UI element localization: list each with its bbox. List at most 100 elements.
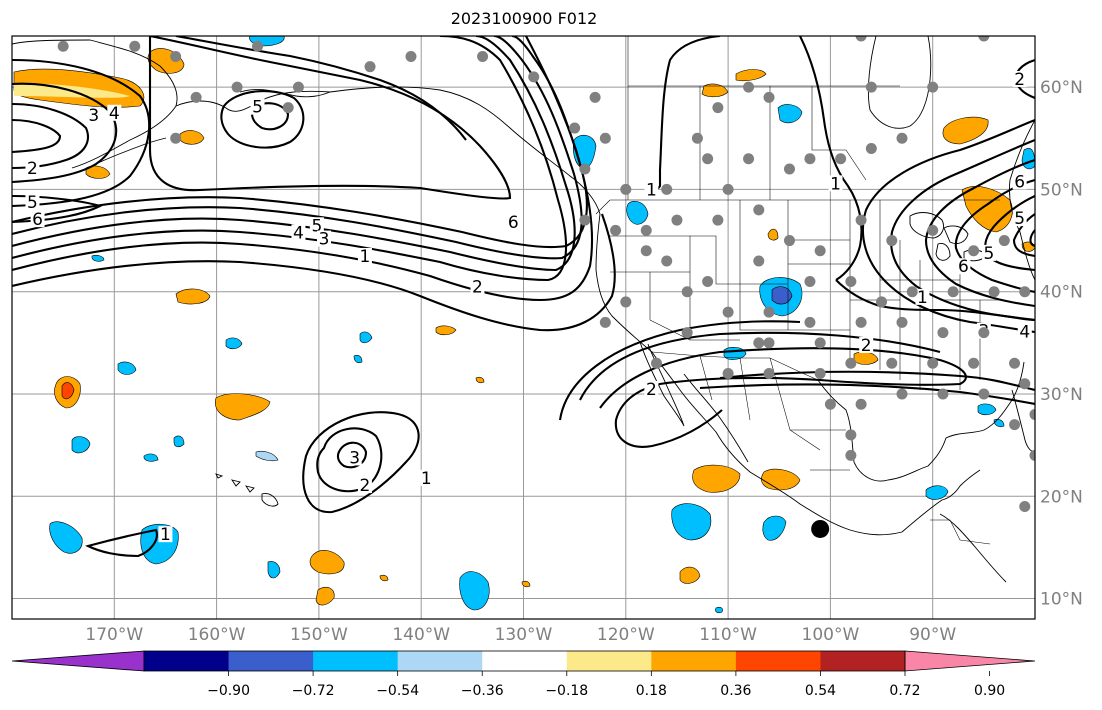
positive-anomaly-area bbox=[435, 325, 457, 336]
station-dot bbox=[763, 337, 775, 349]
contour-label-bg bbox=[25, 160, 40, 177]
contour-label: 5 bbox=[311, 216, 322, 236]
station-dot bbox=[57, 40, 69, 52]
lake-shore bbox=[909, 212, 945, 239]
station-dot bbox=[477, 50, 489, 62]
contour-label-bg bbox=[107, 104, 122, 121]
station-dot bbox=[712, 214, 724, 226]
station-dot bbox=[671, 214, 683, 226]
colorbar-tick-label: 0.90 bbox=[974, 683, 1005, 699]
state-border bbox=[739, 284, 800, 331]
state-border bbox=[690, 235, 788, 285]
lake-shore bbox=[943, 225, 969, 245]
longitude-tick-label: 170°W bbox=[85, 625, 143, 645]
negative-anomaly-area bbox=[977, 403, 997, 416]
colorbar: −0.90 −0.72 −0.54 −0.36 −0.18 0.18 0.36 0.54 0.7… bbox=[11, 650, 1036, 699]
negative-anomaly-area bbox=[91, 254, 105, 262]
station-dot bbox=[1019, 378, 1031, 390]
station-dot bbox=[1029, 449, 1035, 461]
contour-line bbox=[719, 370, 1035, 392]
contour-label-bg bbox=[30, 211, 45, 228]
longitude-tick-label: 130°W bbox=[495, 625, 553, 645]
contour-label: 5 bbox=[984, 244, 995, 264]
coastline bbox=[595, 213, 903, 536]
station-dot bbox=[886, 357, 898, 369]
station-dot bbox=[804, 275, 816, 287]
station-dot bbox=[528, 71, 540, 83]
plot-frame bbox=[11, 35, 1036, 620]
colorbar-tick-label: −0.72 bbox=[292, 683, 335, 699]
lake-shore bbox=[935, 243, 951, 261]
station-dot bbox=[927, 224, 939, 236]
station-dot bbox=[650, 357, 662, 369]
station-dot bbox=[783, 163, 795, 175]
station-dot bbox=[722, 368, 734, 380]
station-dot bbox=[569, 122, 581, 134]
negative-anomaly-area bbox=[71, 436, 91, 454]
colorbar-extend-high bbox=[904, 650, 1036, 672]
contour-label-bg bbox=[419, 469, 434, 486]
negative-anomaly-area bbox=[353, 354, 363, 364]
negative-anomaly-area bbox=[225, 337, 243, 350]
station-dot bbox=[855, 398, 867, 410]
state-border bbox=[649, 319, 691, 341]
negative-anomaly-area bbox=[117, 361, 137, 375]
contour-label: 2 bbox=[1014, 70, 1025, 90]
central-america-border bbox=[930, 519, 961, 541]
contour-line bbox=[699, 383, 1035, 406]
contour-label-bg bbox=[1017, 323, 1032, 340]
contour-label-bg bbox=[309, 217, 324, 234]
map-title: 2023100900 F012 bbox=[450, 9, 598, 28]
station-dot bbox=[927, 81, 939, 93]
contour-label: 6 bbox=[958, 257, 969, 277]
contour-label-bg bbox=[470, 278, 485, 295]
negative-anomaly-area bbox=[925, 485, 949, 500]
station-dots bbox=[57, 36, 1035, 512]
station-dot bbox=[753, 337, 765, 349]
station-dot bbox=[968, 357, 980, 369]
coastline bbox=[175, 86, 601, 215]
contour-line bbox=[85, 528, 158, 558]
island bbox=[244, 485, 255, 493]
contour-line bbox=[12, 194, 103, 224]
station-dot bbox=[579, 214, 591, 226]
station-dot bbox=[855, 36, 867, 42]
station-dot bbox=[691, 132, 703, 144]
station-dot bbox=[783, 235, 795, 247]
contour-line bbox=[12, 58, 151, 208]
negative-anomaly-area bbox=[777, 104, 803, 124]
negative-anomaly-area bbox=[715, 606, 723, 614]
station-dot bbox=[743, 153, 755, 165]
station-dot bbox=[190, 91, 202, 103]
station-dot bbox=[876, 296, 888, 308]
contour-label: 2 bbox=[27, 159, 38, 179]
station-dot bbox=[364, 61, 376, 73]
negative-anomaly-area bbox=[459, 571, 490, 611]
positive-anomaly-area bbox=[215, 393, 271, 421]
colorbar-tick-label: 0.36 bbox=[720, 683, 751, 699]
longitude-tick-label: 160°W bbox=[188, 625, 246, 645]
station-dot bbox=[814, 245, 826, 257]
positive-anomaly-area bbox=[179, 130, 205, 145]
station-dot bbox=[620, 183, 632, 195]
colorbar-segment bbox=[820, 651, 906, 671]
contour-label: 1 bbox=[360, 247, 371, 267]
contour-line bbox=[984, 195, 1035, 272]
contour-label: 1 bbox=[421, 469, 432, 489]
island bbox=[230, 479, 241, 487]
negative-anomaly-area bbox=[267, 561, 281, 579]
colorbar-tick-label: 0.54 bbox=[805, 683, 836, 699]
contour-label-bg bbox=[347, 449, 362, 466]
station-dot bbox=[835, 153, 847, 165]
negative-anomaly-area bbox=[626, 201, 649, 225]
station-dot bbox=[1019, 500, 1031, 512]
contour-line bbox=[599, 347, 967, 448]
coastlines-layer bbox=[12, 36, 1035, 583]
station-dot bbox=[231, 81, 243, 93]
contour-label-bg bbox=[981, 244, 996, 261]
colorbar-frame bbox=[143, 650, 906, 672]
longitude-tick-label: 150°W bbox=[290, 625, 348, 645]
positive-anomaly-area bbox=[475, 376, 485, 384]
station-dot bbox=[702, 153, 714, 165]
contour-line bbox=[12, 36, 594, 302]
